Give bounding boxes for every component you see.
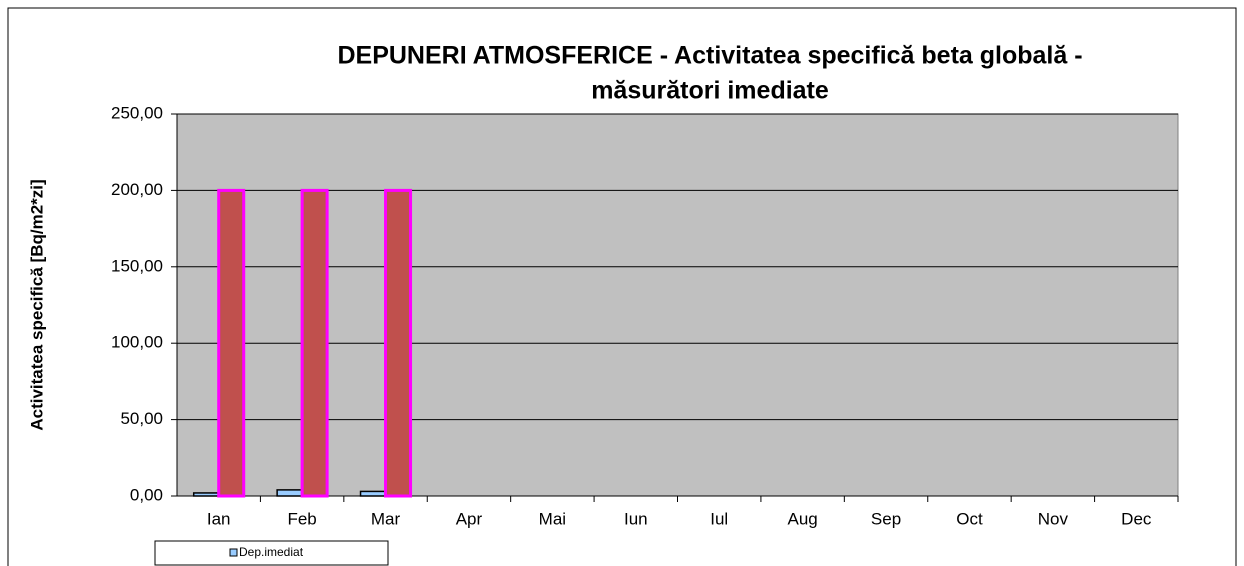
- x-tick-label: Iul: [710, 509, 728, 528]
- bar: [384, 188, 413, 498]
- x-tick-label: Apr: [456, 509, 483, 528]
- legend-label: Dep.imediat: [239, 545, 304, 559]
- x-tick-label: Feb: [287, 509, 316, 528]
- x-tick-label: Nov: [1038, 509, 1069, 528]
- plot-area: [176, 113, 1179, 497]
- x-tick-label: Aug: [788, 509, 818, 528]
- x-tick-label: Sep: [871, 509, 901, 528]
- bar: [192, 492, 220, 497]
- x-tick-label: Ian: [207, 509, 231, 528]
- chart-title: DEPUNERI ATMOSFERICE - Activitatea speci…: [337, 42, 1082, 70]
- y-tick-label: 250,00: [111, 103, 163, 122]
- legend-swatch: [229, 548, 238, 557]
- x-tick-label: Dec: [1121, 509, 1152, 528]
- x-tick-label: Oct: [956, 509, 983, 528]
- bar: [300, 188, 329, 498]
- bar: [276, 489, 303, 497]
- y-tick-label: 0,00: [130, 485, 163, 504]
- y-tick-label: 100,00: [111, 333, 163, 352]
- x-tick-label: Mai: [539, 509, 566, 528]
- x-tick-label: Iun: [624, 509, 648, 528]
- y-axis-label: Activitatea specifică [Bq/m2*zi]: [27, 179, 46, 430]
- y-tick-label: 200,00: [111, 180, 163, 199]
- bar: [359, 490, 387, 497]
- y-tick-label: 50,00: [120, 409, 163, 428]
- y-tick-label: 150,00: [111, 256, 163, 275]
- bar: [217, 188, 246, 498]
- legend: [154, 540, 389, 566]
- chart-title: măsurători imediate: [591, 77, 829, 105]
- x-tick-label: Mar: [371, 509, 401, 528]
- chart-frame: [7, 7, 1237, 566]
